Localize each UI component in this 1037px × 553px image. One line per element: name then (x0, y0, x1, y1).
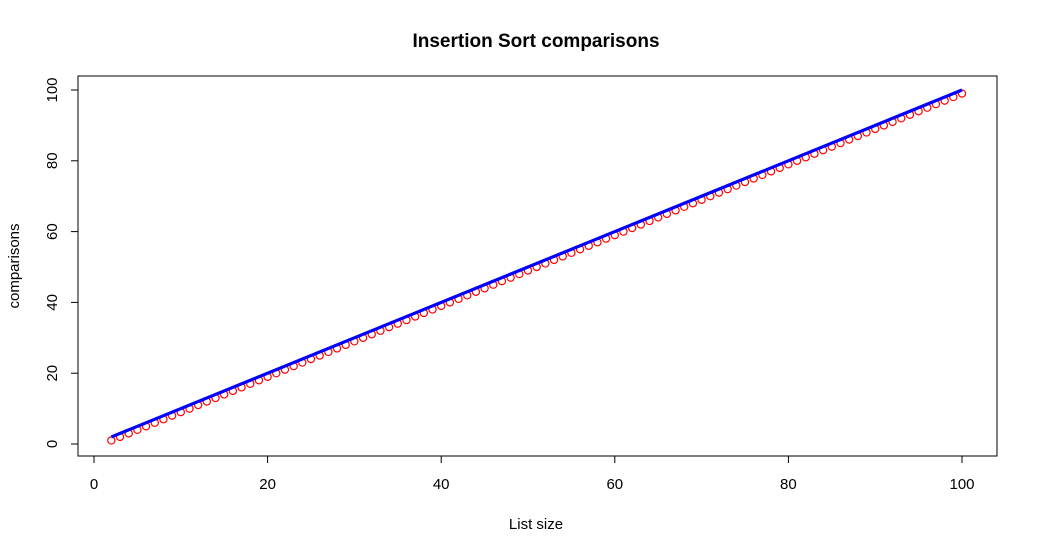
y-tick-label: 80 (44, 152, 61, 169)
series-line (110, 88, 963, 439)
x-tick-label: 80 (780, 476, 797, 493)
y-tick-label: 40 (44, 294, 61, 311)
y-tick-label: 100 (44, 77, 61, 102)
data-point (107, 436, 116, 445)
x-tick-label: 100 (949, 476, 974, 493)
y-axis: 0 20 40 60 80 100 (44, 77, 79, 448)
chart-title: Insertion Sort comparisons (412, 31, 659, 52)
x-tick-label: 60 (606, 476, 623, 493)
x-axis: 0 20 40 60 80 100 (90, 455, 975, 493)
data-marks (107, 88, 967, 445)
y-axis-label: comparisons (6, 223, 23, 308)
y-tick-label: 0 (44, 440, 61, 448)
data-point (957, 89, 967, 98)
y-tick-label: 60 (44, 223, 61, 240)
y-tick-label: 20 (44, 365, 61, 382)
x-tick-label: 40 (433, 476, 450, 493)
x-axis-label: List size (509, 516, 563, 533)
x-tick-label: 20 (259, 476, 276, 493)
x-tick-label: 0 (90, 476, 98, 493)
